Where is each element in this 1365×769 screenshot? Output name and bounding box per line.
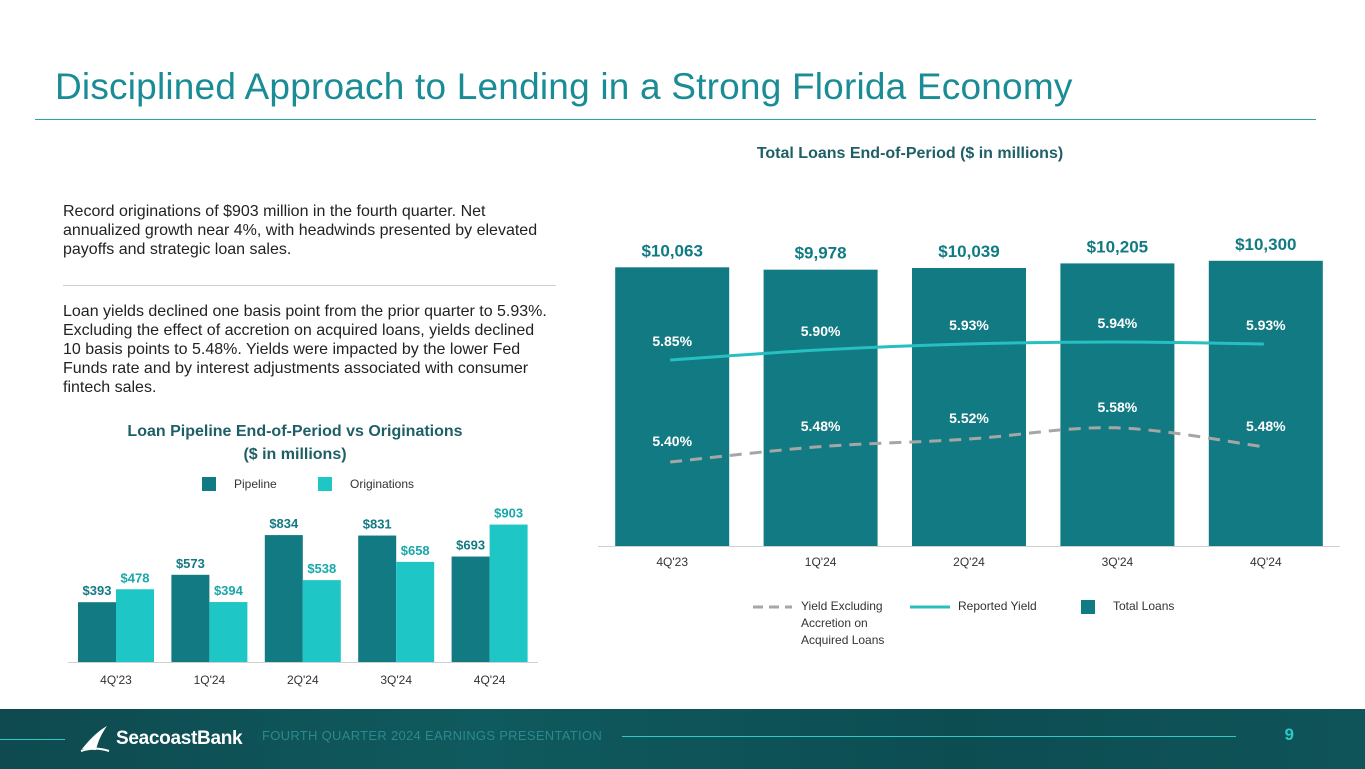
bar-originations [116, 589, 154, 662]
legend-swatch-originations [318, 477, 332, 491]
bar-total-loans [615, 267, 730, 546]
data-label-yield-excluding-accretion: 5.58% [1098, 399, 1138, 415]
footer-accent-line-right [622, 736, 1236, 737]
bar-pipeline [264, 535, 303, 662]
bar-originations [396, 561, 435, 662]
x-tick-label: 3Q'24 [1102, 555, 1134, 569]
data-label-pipeline: $693 [456, 538, 485, 553]
footer-bar: SeacoastBank FOURTH QUARTER 2024 EARNING… [0, 709, 1365, 769]
pipeline-chart-title-line1: Loan Pipeline End-of-Period vs Originati… [127, 423, 463, 440]
bar-total-loans [1208, 260, 1323, 546]
loans-chart: $10,063 4Q'23 $9,978 1Q'24 $10,039 2Q'24 $10,2… [598, 235, 1340, 647]
x-tick-label: 1Q'24 [805, 555, 837, 569]
yields-paragraph: Loan yields declined one basis point fro… [63, 303, 547, 396]
data-label-total-loans: $10,300 [1235, 235, 1296, 254]
presentation-label: FOURTH QUARTER 2024 EARNINGS PRESENTATIO… [262, 728, 603, 743]
data-label-total-loans: $10,063 [641, 241, 702, 260]
originations-paragraph: Record originations of $903 million in t… [63, 203, 538, 258]
data-label-total-loans: $10,205 [1087, 237, 1148, 256]
pipeline-chart-title-line2: ($ in millions) [243, 446, 347, 463]
page-title: Disciplined Approach to Lending in a Str… [55, 66, 1073, 107]
data-label-total-loans: $9,978 [795, 244, 847, 263]
data-label-yield-excluding-accretion: 5.52% [949, 410, 989, 426]
bar-originations [302, 580, 341, 662]
legend-label-total-loans: Total Loans [1113, 599, 1174, 613]
x-tick-label: 4Q'23 [656, 555, 688, 569]
bar-originations [209, 602, 248, 662]
legend-swatch-total-loans [1081, 600, 1095, 614]
data-label-yield-excluding-accretion: 5.48% [1246, 418, 1286, 434]
data-label-pipeline: $393 [83, 583, 112, 598]
data-label-yield-excluding-accretion: 5.48% [801, 418, 841, 434]
legend-label-yield-excluding-accretion: Yield Excluding Accretion on Acquired Loan… [801, 599, 884, 647]
seacoast-logo: SeacoastBank [80, 723, 243, 755]
x-tick-label: 4Q'23 [100, 673, 132, 687]
data-label-originations: $658 [401, 543, 430, 558]
footer-accent-line-left [0, 739, 65, 740]
bar-originations [489, 524, 528, 662]
legend-label-reported-yield: Reported Yield [958, 599, 1037, 613]
data-label-total-loans: $10,039 [938, 242, 999, 261]
pipeline-chart-title: Loan Pipeline End-of-Period vs Originati… [60, 420, 530, 466]
bar-total-loans [1060, 263, 1175, 546]
data-label-originations: $903 [494, 506, 523, 521]
logo-wordmark: SeacoastBank [116, 728, 243, 749]
x-tick-label: 2Q'24 [953, 555, 985, 569]
bar-pipeline [171, 574, 210, 662]
data-label-pipeline: $573 [176, 556, 205, 571]
data-label-originations: $394 [214, 583, 244, 598]
legend-label-originations: Originations [350, 477, 414, 491]
data-label-pipeline: $834 [269, 516, 299, 531]
x-tick-label: 1Q'24 [194, 673, 226, 687]
data-label-originations: $538 [307, 561, 336, 576]
pipeline-chart: Pipeline Originations $393 $478 4Q'23 $573 $39… [68, 477, 538, 687]
bar-total-loans [763, 269, 878, 546]
x-tick-label: 3Q'24 [380, 673, 412, 687]
x-tick-label: 4Q'24 [474, 673, 506, 687]
data-label-pipeline: $831 [363, 517, 392, 532]
legend-swatch-pipeline [202, 477, 216, 491]
data-label-reported-yield: 5.94% [1098, 315, 1138, 331]
bar-pipeline [78, 602, 116, 662]
loans-chart-title: Total Loans End-of-Period ($ in millions… [756, 145, 1064, 162]
reported-yield-line [670, 340, 1264, 362]
sail-logo-icon [80, 726, 110, 752]
paragraph-divider [63, 285, 556, 286]
bar-total-loans [912, 267, 1026, 546]
data-label-reported-yield: 5.93% [1246, 317, 1286, 333]
legend-label-pipeline: Pipeline [234, 477, 277, 491]
x-tick-label: 2Q'24 [287, 673, 319, 687]
data-label-reported-yield: 5.90% [801, 323, 841, 339]
data-label-yield-excluding-accretion: 5.40% [652, 433, 692, 449]
bar-pipeline [451, 556, 490, 662]
title-divider [35, 119, 1316, 120]
data-label-originations: $478 [121, 570, 150, 585]
page-number: 9 [1284, 725, 1294, 744]
bar-pipeline [358, 535, 397, 662]
x-tick-label: 4Q'24 [1250, 555, 1282, 569]
data-label-reported-yield: 5.93% [949, 317, 989, 333]
data-label-reported-yield: 5.85% [652, 333, 692, 349]
